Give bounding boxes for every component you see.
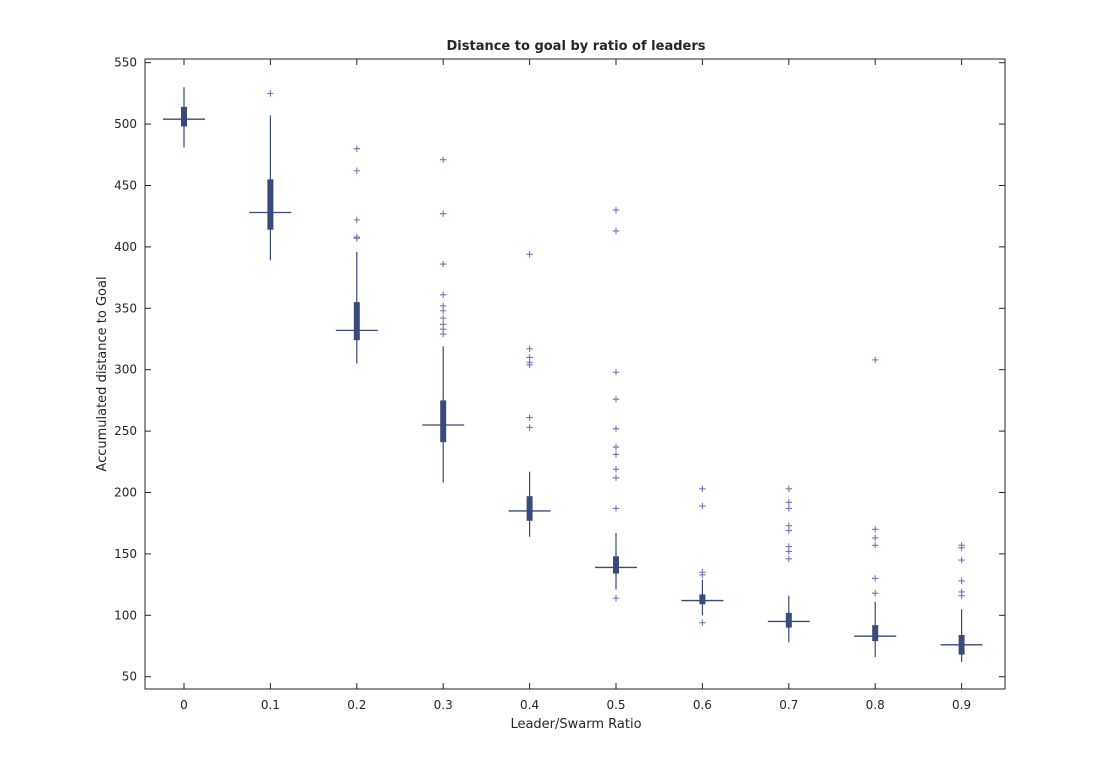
outlier-point <box>353 233 360 241</box>
outlier-point <box>785 522 792 529</box>
outlier-point <box>872 356 879 364</box>
outlier-point <box>872 526 879 533</box>
x-tick-label: 0 <box>180 698 188 712</box>
outlier-point <box>440 314 447 322</box>
x-axis-label: Leader/Swarm Ratio <box>510 717 641 732</box>
outlier-point <box>612 505 620 512</box>
outlier-point <box>440 291 447 298</box>
outlier-point <box>785 555 792 563</box>
y-tick-label: 550 <box>114 56 137 70</box>
outlier-point <box>267 90 274 97</box>
outlier-point <box>612 206 620 214</box>
outlier-point <box>353 167 360 174</box>
outlier-point <box>872 575 879 582</box>
x-tick-label: 0.7 <box>779 698 798 712</box>
outlier-point <box>526 345 533 353</box>
x-tick-label: 0.4 <box>520 698 539 712</box>
outlier-point <box>526 354 533 361</box>
x-tick-label: 0.3 <box>434 698 453 712</box>
outlier-point <box>440 321 447 328</box>
outlier-point <box>612 227 620 235</box>
outlier-point <box>526 424 533 431</box>
outlier-point <box>872 534 879 542</box>
box-0 <box>181 106 187 127</box>
axes-frame <box>144 58 1006 690</box>
plot-area: 50 100 150 200 250 300 350 400 450 500 550 0 0.1 0.2 0… <box>114 56 1006 712</box>
outlier-point <box>353 145 360 152</box>
outlier-point <box>958 577 965 585</box>
x-tick-label: 0.2 <box>347 698 366 712</box>
x-tick-label: 0.9 <box>952 698 971 712</box>
y-tick-label: 450 <box>114 178 137 192</box>
y-tick-label: 400 <box>114 240 137 254</box>
outlier-point <box>699 619 706 626</box>
outlier-point <box>699 569 706 576</box>
outlier-point <box>612 395 620 403</box>
outlier-point <box>699 485 706 493</box>
outlier-point <box>785 543 792 550</box>
y-tick-label: 350 <box>114 301 137 315</box>
box-4 <box>526 496 533 521</box>
y-tick-label: 500 <box>114 117 137 131</box>
box-5 <box>613 556 619 574</box>
outlier-point <box>353 216 360 224</box>
outlier-point <box>440 260 447 268</box>
x-tick-label: 0.5 <box>606 698 625 712</box>
y-tick-label: 150 <box>114 547 137 561</box>
chart-title: Distance to goal by ratio of leaders <box>447 39 706 54</box>
outlier-point <box>699 502 706 510</box>
outlier-point <box>958 542 965 549</box>
outlier-point <box>440 210 447 217</box>
y-tick-label: 200 <box>114 486 137 500</box>
box-1 <box>267 179 274 230</box>
outlier-point <box>958 556 965 564</box>
outlier-point <box>958 588 965 596</box>
outlier-point <box>872 590 879 597</box>
outlier-point <box>785 485 792 493</box>
box-3 <box>440 400 447 443</box>
y-axis-label: Accumulated distance to Goal <box>95 276 110 471</box>
outlier-point <box>440 302 447 310</box>
outlier-point <box>612 451 620 458</box>
outlier-point <box>526 251 533 258</box>
outlier-point <box>612 368 620 376</box>
outlier-point <box>872 542 879 549</box>
outlier-point <box>785 499 792 506</box>
y-tick-label: 250 <box>114 424 137 438</box>
outlier-point <box>440 156 447 163</box>
outlier-point <box>785 505 792 512</box>
y-tick-label: 50 <box>122 670 137 684</box>
box-7 <box>785 612 792 628</box>
outlier-point <box>612 443 620 451</box>
x-tick-label: 0.1 <box>261 698 280 712</box>
outlier-point <box>526 414 533 421</box>
outlier-point <box>612 425 620 432</box>
outlier-point <box>612 594 620 602</box>
y-tick-label: 100 <box>114 608 137 622</box>
outlier-point <box>612 465 620 473</box>
box-2 <box>353 302 360 341</box>
x-tick-label: 0.6 <box>693 698 712 712</box>
box-6 <box>699 594 706 605</box>
x-tick-label: 0.8 <box>866 698 885 712</box>
y-tick-label: 300 <box>114 363 137 377</box>
box-8 <box>872 625 879 642</box>
outlier-point <box>612 474 620 481</box>
